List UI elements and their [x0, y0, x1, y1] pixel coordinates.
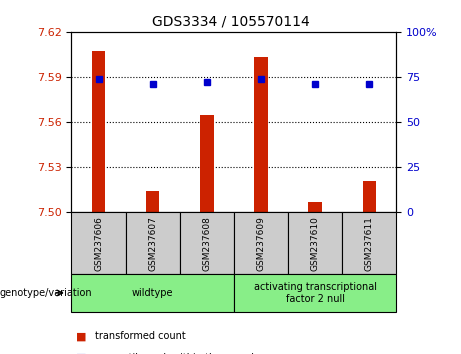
FancyBboxPatch shape [342, 212, 396, 274]
Text: percentile rank within the sample: percentile rank within the sample [95, 353, 260, 354]
Text: ■: ■ [76, 353, 87, 354]
Text: GDS3334 / 105570114: GDS3334 / 105570114 [152, 14, 309, 28]
FancyBboxPatch shape [288, 212, 342, 274]
FancyBboxPatch shape [71, 212, 125, 274]
Bar [146, 191, 160, 212]
Text: GSM237608: GSM237608 [202, 216, 212, 271]
Text: GSM237609: GSM237609 [256, 216, 266, 271]
FancyBboxPatch shape [234, 212, 288, 274]
FancyBboxPatch shape [125, 212, 180, 274]
Text: activating transcriptional
factor 2 null: activating transcriptional factor 2 null [254, 282, 377, 304]
Text: transformed count: transformed count [95, 331, 185, 341]
Bar [200, 115, 213, 212]
Text: genotype/variation: genotype/variation [0, 288, 93, 298]
Bar [363, 181, 376, 212]
FancyBboxPatch shape [180, 212, 234, 274]
Bar [254, 57, 268, 212]
Text: wildtype: wildtype [132, 288, 173, 298]
FancyBboxPatch shape [71, 274, 234, 312]
Bar [308, 202, 322, 212]
Bar [92, 51, 105, 212]
FancyBboxPatch shape [234, 274, 396, 312]
Text: GSM237611: GSM237611 [365, 216, 374, 271]
Text: GSM237610: GSM237610 [311, 216, 320, 271]
Text: GSM237607: GSM237607 [148, 216, 157, 271]
Text: GSM237606: GSM237606 [94, 216, 103, 271]
Text: ■: ■ [76, 331, 87, 341]
